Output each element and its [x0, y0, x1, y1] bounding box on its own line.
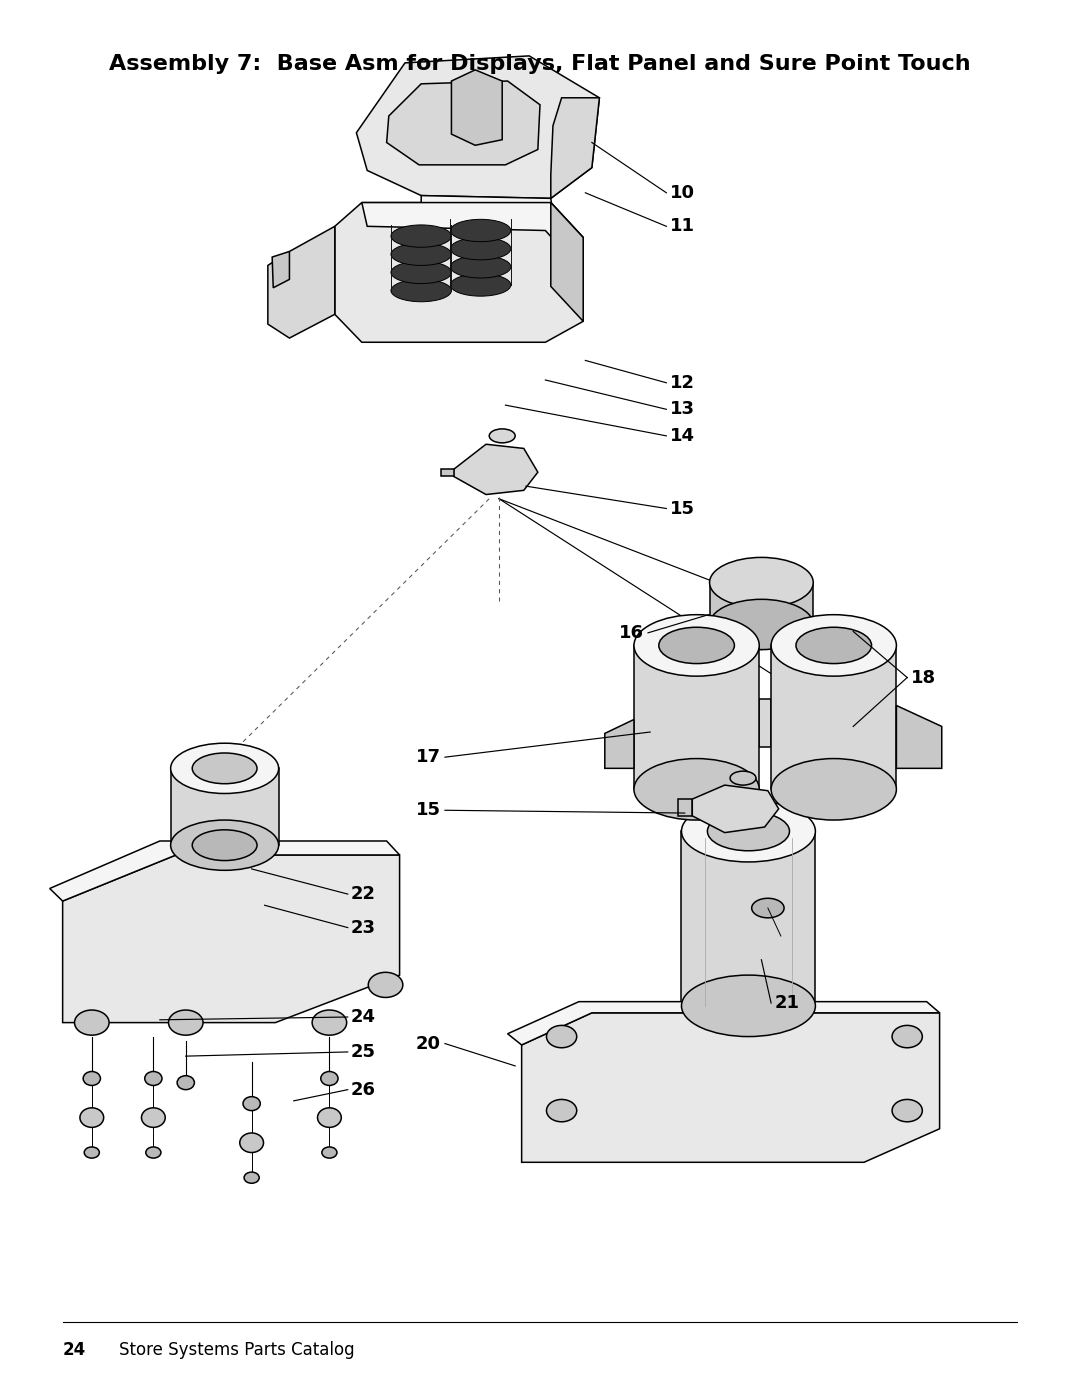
Text: 25: 25 [351, 1044, 376, 1060]
Ellipse shape [75, 1010, 109, 1035]
Ellipse shape [681, 800, 815, 862]
Polygon shape [605, 719, 634, 768]
Polygon shape [171, 768, 279, 845]
Text: 16: 16 [619, 624, 644, 641]
Ellipse shape [391, 279, 451, 302]
Ellipse shape [168, 1010, 203, 1035]
Ellipse shape [146, 1147, 161, 1158]
Text: 10: 10 [670, 184, 694, 201]
Polygon shape [771, 645, 896, 789]
Text: 13: 13 [670, 401, 694, 418]
Ellipse shape [892, 1025, 922, 1048]
Polygon shape [356, 56, 599, 198]
Text: Store Systems Parts Catalog: Store Systems Parts Catalog [119, 1341, 354, 1359]
Ellipse shape [450, 219, 511, 242]
Text: 15: 15 [670, 500, 694, 517]
Polygon shape [335, 203, 583, 342]
Polygon shape [681, 831, 815, 1006]
Polygon shape [268, 226, 335, 338]
Ellipse shape [192, 830, 257, 861]
Polygon shape [441, 469, 454, 476]
Polygon shape [551, 203, 583, 321]
Polygon shape [522, 1013, 940, 1162]
Text: 24: 24 [63, 1341, 86, 1359]
Text: 17: 17 [416, 749, 441, 766]
Ellipse shape [171, 743, 279, 793]
Ellipse shape [892, 1099, 922, 1122]
Ellipse shape [141, 1108, 165, 1127]
Text: 23: 23 [351, 919, 376, 936]
Text: 24: 24 [351, 1009, 376, 1025]
Ellipse shape [391, 225, 451, 247]
Ellipse shape [145, 1071, 162, 1085]
Text: Assembly 7:  Base Asm for Displays, Flat Panel and Sure Point Touch: Assembly 7: Base Asm for Displays, Flat … [109, 54, 971, 74]
Ellipse shape [391, 243, 451, 265]
Ellipse shape [710, 557, 813, 608]
Ellipse shape [243, 1097, 260, 1111]
Ellipse shape [368, 972, 403, 997]
Ellipse shape [546, 1099, 577, 1122]
Polygon shape [63, 855, 400, 1023]
Ellipse shape [240, 1133, 264, 1153]
Ellipse shape [634, 759, 759, 820]
Polygon shape [421, 196, 554, 224]
Ellipse shape [546, 1025, 577, 1048]
Text: 18: 18 [910, 669, 935, 686]
Polygon shape [634, 645, 759, 789]
Text: 14: 14 [670, 427, 694, 444]
Ellipse shape [391, 261, 451, 284]
Ellipse shape [318, 1108, 341, 1127]
Ellipse shape [796, 627, 872, 664]
Polygon shape [387, 81, 540, 165]
Ellipse shape [321, 1071, 338, 1085]
Ellipse shape [192, 753, 257, 784]
Ellipse shape [681, 975, 815, 1037]
Ellipse shape [450, 274, 511, 296]
Text: 22: 22 [351, 886, 376, 902]
Ellipse shape [322, 1147, 337, 1158]
Ellipse shape [752, 898, 784, 918]
Text: 21: 21 [774, 995, 799, 1011]
Polygon shape [678, 799, 692, 816]
Polygon shape [759, 698, 771, 747]
Text: 20: 20 [416, 1035, 441, 1052]
Polygon shape [896, 705, 942, 768]
Ellipse shape [707, 812, 789, 851]
Ellipse shape [177, 1076, 194, 1090]
Text: 12: 12 [670, 374, 694, 391]
Polygon shape [508, 1002, 940, 1045]
Ellipse shape [83, 1071, 100, 1085]
Polygon shape [50, 841, 400, 901]
Text: 15: 15 [416, 802, 441, 819]
Ellipse shape [771, 615, 896, 676]
Polygon shape [272, 251, 289, 288]
Ellipse shape [80, 1108, 104, 1127]
Ellipse shape [171, 820, 279, 870]
Ellipse shape [450, 256, 511, 278]
Polygon shape [710, 583, 813, 624]
Polygon shape [692, 785, 779, 833]
Ellipse shape [450, 237, 511, 260]
Ellipse shape [634, 615, 759, 676]
Polygon shape [454, 444, 538, 495]
Ellipse shape [244, 1172, 259, 1183]
Text: 11: 11 [670, 218, 694, 235]
Text: 26: 26 [351, 1081, 376, 1098]
Ellipse shape [312, 1010, 347, 1035]
Polygon shape [362, 203, 583, 249]
Polygon shape [451, 70, 502, 145]
Ellipse shape [710, 599, 813, 650]
Ellipse shape [771, 759, 896, 820]
Polygon shape [551, 98, 599, 198]
Ellipse shape [659, 627, 734, 664]
Ellipse shape [730, 771, 756, 785]
Ellipse shape [84, 1147, 99, 1158]
Ellipse shape [489, 429, 515, 443]
